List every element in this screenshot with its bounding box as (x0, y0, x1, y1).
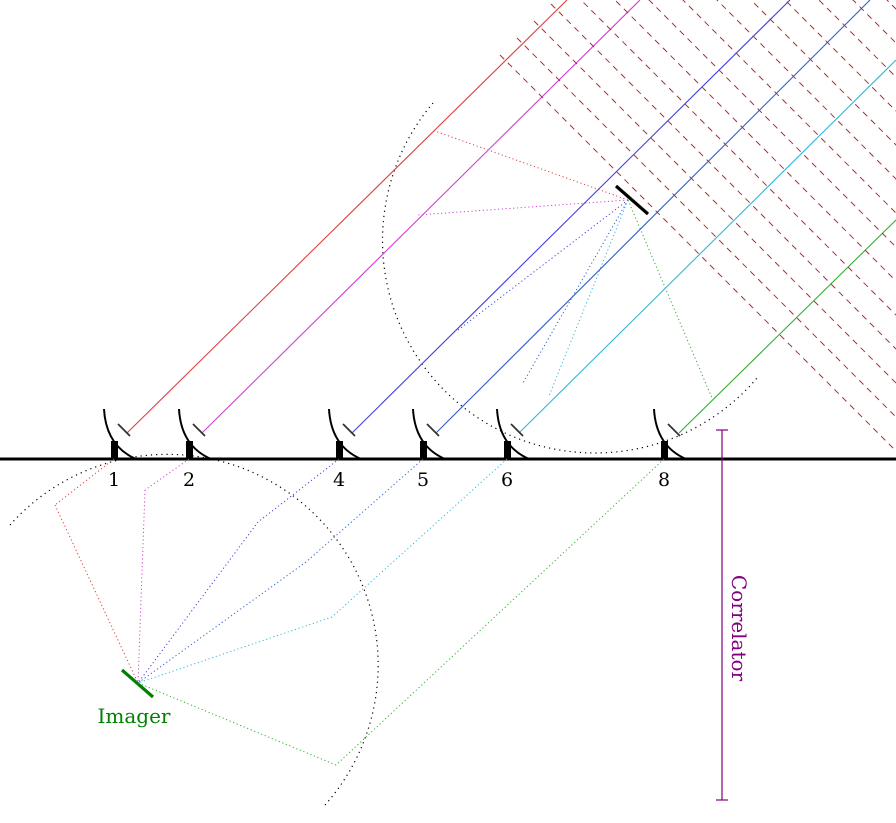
sky-mirror-group (381, 102, 758, 454)
feed-icon (667, 423, 681, 437)
incoming-rays (126, 0, 896, 434)
img-ray-8 (137, 682, 337, 766)
imager-label: Imager (98, 704, 171, 728)
sky-ray-8 (627, 199, 713, 399)
low-ray-8 (335, 458, 665, 766)
antenna-2: 2 (178, 408, 212, 491)
pedestal-icon (111, 441, 118, 459)
wavefront-line (550, 3, 896, 350)
feed-icon (192, 423, 206, 437)
correlator-label: Correlator (727, 575, 751, 682)
antenna-1: 1 (103, 408, 137, 491)
sky-mirror (614, 184, 650, 216)
pedestal-icon (336, 441, 343, 459)
sky-ray-4 (457, 199, 629, 331)
ray-2 (201, 0, 641, 434)
low-ray-2 (144, 458, 190, 491)
dish-icon (496, 408, 530, 460)
pedestal-icon (661, 441, 668, 459)
img-ray-5 (137, 561, 307, 684)
wavefront-line (789, 0, 896, 166)
dish-icon (412, 408, 446, 460)
antenna-label-1: 1 (108, 469, 120, 491)
ray-8 (678, 219, 896, 434)
wavefront-line (682, 0, 896, 214)
wavefront-line (857, 0, 896, 98)
dish-icon (653, 408, 687, 460)
wavefront-line (818, 0, 896, 78)
wavefront-line (533, 20, 896, 384)
feed-icon (117, 423, 131, 437)
ray-6 (518, 59, 896, 434)
img-ray-2 (137, 489, 146, 684)
feed-icon (426, 423, 440, 437)
sky-focus-rays (417, 129, 713, 399)
antenna-6: 6 (496, 408, 530, 491)
dish-icon (178, 408, 212, 460)
pedestal-icon (186, 441, 193, 459)
pedestal-icon (504, 441, 511, 459)
sky-ray-6 (548, 199, 629, 397)
wavefront-line (772, 0, 896, 183)
imager-focus-rays (54, 489, 337, 766)
wavefront-line (852, 0, 896, 44)
imager-focal-arc (9, 453, 379, 806)
antenna-label-4: 4 (333, 469, 345, 491)
dish-icon (103, 408, 137, 460)
img-ray-1 (54, 504, 139, 684)
antenna-4: 4 (328, 408, 362, 491)
img-ray-6 (137, 616, 333, 684)
imager-mirror (120, 668, 155, 699)
img-ray-4 (137, 521, 259, 684)
antenna-label-5: 5 (417, 469, 429, 491)
wavefront-line (886, 0, 896, 10)
imager-mirror-group (9, 453, 379, 806)
low-ray-4 (257, 458, 340, 523)
wavefront-line (806, 0, 896, 149)
sky-focal-arc (381, 102, 758, 454)
sky-ray-5 (522, 199, 629, 384)
pedestal-icon (420, 441, 427, 459)
ray-5 (435, 0, 871, 434)
dish-icon (328, 408, 362, 460)
antenna-8: 8 (653, 408, 687, 491)
wavefront-line (755, 0, 896, 200)
ray-1 (126, 0, 568, 434)
wavefront-line (750, 0, 896, 146)
low-ray-5 (305, 458, 424, 563)
antennas: 1 2 4 5 6 8 (103, 408, 687, 491)
feed-icon (510, 423, 524, 437)
antenna-label-6: 6 (501, 469, 513, 491)
antenna-label-2: 2 (183, 469, 195, 491)
antenna-5: 5 (412, 408, 446, 491)
sky-ray-2 (417, 199, 629, 216)
feed-icon (342, 423, 356, 437)
low-ray-1 (54, 458, 115, 506)
ray-4 (351, 0, 791, 434)
sky-ray-1 (431, 129, 629, 201)
wavefront-line (648, 0, 896, 248)
wavefront-line (716, 0, 896, 180)
wavefront-line (614, 0, 896, 282)
correlator-bracket: Correlator (716, 429, 751, 801)
low-ray-6 (331, 458, 508, 618)
antenna-label-8: 8 (658, 469, 670, 491)
imager-continuation-rays (54, 458, 665, 766)
